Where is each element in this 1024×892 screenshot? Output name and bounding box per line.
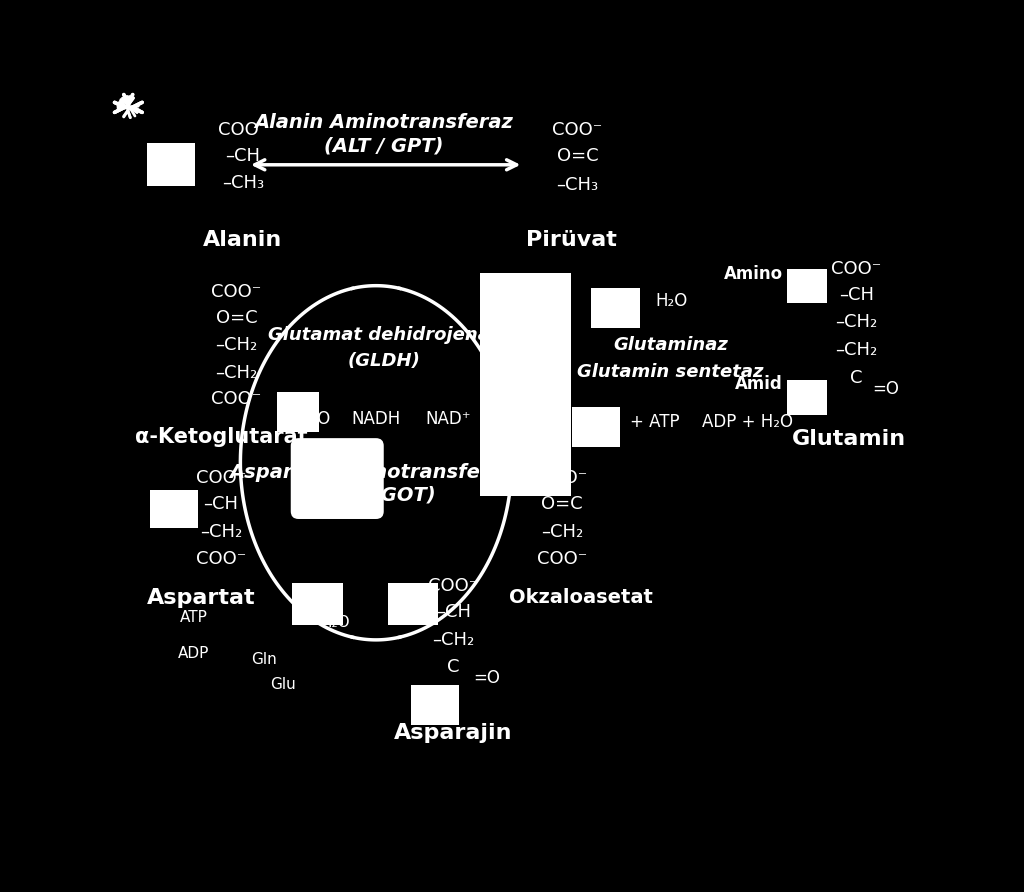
Text: –CH₂: –CH₂ bbox=[541, 523, 583, 541]
Text: Amid: Amid bbox=[735, 375, 783, 393]
Text: COO⁻: COO⁻ bbox=[217, 121, 268, 139]
Text: Glutamat dehidrojenaz: Glutamat dehidrojenaz bbox=[267, 326, 500, 344]
Text: ADP: ADP bbox=[178, 646, 210, 661]
Text: O=C: O=C bbox=[542, 495, 583, 513]
FancyBboxPatch shape bbox=[291, 438, 384, 519]
Text: (ALT / GPT): (ALT / GPT) bbox=[324, 136, 443, 155]
Text: α-Ketoglutarat: α-Ketoglutarat bbox=[135, 426, 307, 447]
Text: COO⁻: COO⁻ bbox=[211, 391, 261, 409]
Text: Alanin: Alanin bbox=[203, 230, 283, 251]
Bar bbox=[276, 392, 319, 432]
Text: NADH: NADH bbox=[351, 409, 400, 427]
Text: Glutaminaz: Glutaminaz bbox=[613, 336, 728, 354]
Bar bbox=[786, 268, 827, 303]
Text: COO⁻: COO⁻ bbox=[428, 577, 478, 595]
Bar bbox=[592, 288, 640, 328]
Bar bbox=[411, 684, 459, 724]
Text: ADP + H₂O: ADP + H₂O bbox=[701, 414, 793, 432]
Text: H₂O: H₂O bbox=[321, 615, 350, 631]
Text: Glutamin sentetaz: Glutamin sentetaz bbox=[578, 363, 764, 382]
Bar bbox=[388, 582, 438, 625]
Text: =O: =O bbox=[473, 669, 500, 687]
Text: –CH: –CH bbox=[204, 495, 239, 513]
Text: –CH₂: –CH₂ bbox=[836, 341, 878, 359]
Text: O=C: O=C bbox=[216, 309, 257, 326]
Text: Glutamin: Glutamin bbox=[792, 429, 906, 449]
Text: –CH₃: –CH₃ bbox=[221, 174, 264, 192]
Text: Asparajin: Asparajin bbox=[394, 723, 513, 743]
Text: C: C bbox=[447, 658, 460, 676]
Bar bbox=[480, 273, 571, 496]
Text: –CH: –CH bbox=[839, 285, 874, 303]
Text: (GLDH): (GLDH) bbox=[347, 352, 420, 370]
Text: O=C: O=C bbox=[557, 147, 598, 165]
Text: COO⁻: COO⁻ bbox=[196, 469, 246, 487]
Text: –CH: –CH bbox=[436, 603, 471, 621]
Text: Okzaloasetat: Okzaloasetat bbox=[509, 589, 653, 607]
Text: COO⁻: COO⁻ bbox=[537, 469, 587, 487]
Text: –CH₂: –CH₂ bbox=[836, 313, 878, 332]
Text: Amino: Amino bbox=[724, 265, 783, 283]
Text: H₂O: H₂O bbox=[655, 292, 687, 310]
Text: ATP: ATP bbox=[180, 610, 208, 625]
Text: Aspartat: Aspartat bbox=[147, 589, 256, 608]
Text: H₂O: H₂O bbox=[298, 409, 330, 427]
Bar bbox=[150, 490, 198, 528]
Text: + ATP: + ATP bbox=[630, 414, 680, 432]
Text: –CH₂: –CH₂ bbox=[215, 336, 258, 354]
Text: Gln: Gln bbox=[252, 652, 278, 667]
Text: =O: =O bbox=[872, 380, 899, 399]
Text: (AST / GOT): (AST / GOT) bbox=[309, 486, 435, 505]
Text: COO⁻: COO⁻ bbox=[537, 549, 587, 568]
Bar bbox=[292, 582, 343, 625]
Bar bbox=[147, 144, 196, 186]
Text: –CH₂: –CH₂ bbox=[432, 631, 475, 648]
Text: –CH₂: –CH₂ bbox=[200, 523, 242, 541]
Text: C: C bbox=[850, 368, 863, 387]
Text: NAD⁺: NAD⁺ bbox=[425, 409, 471, 427]
Text: Pirüvat: Pirüvat bbox=[526, 230, 616, 251]
Text: COO⁻: COO⁻ bbox=[196, 549, 246, 568]
Text: COO⁻: COO⁻ bbox=[831, 260, 882, 277]
Text: COO⁻: COO⁻ bbox=[211, 283, 261, 301]
Text: Aspartat Aminotransferaz: Aspartat Aminotransferaz bbox=[229, 463, 515, 482]
Text: COO⁻: COO⁻ bbox=[552, 121, 603, 139]
Text: –CH₂: –CH₂ bbox=[215, 364, 258, 382]
Text: –CH₃: –CH₃ bbox=[556, 177, 599, 194]
Text: Glu: Glu bbox=[270, 677, 296, 692]
Bar bbox=[572, 408, 621, 448]
Text: –CH: –CH bbox=[225, 147, 260, 165]
Bar bbox=[786, 380, 827, 415]
Text: Alanin Aminotransferaz: Alanin Aminotransferaz bbox=[254, 113, 513, 132]
